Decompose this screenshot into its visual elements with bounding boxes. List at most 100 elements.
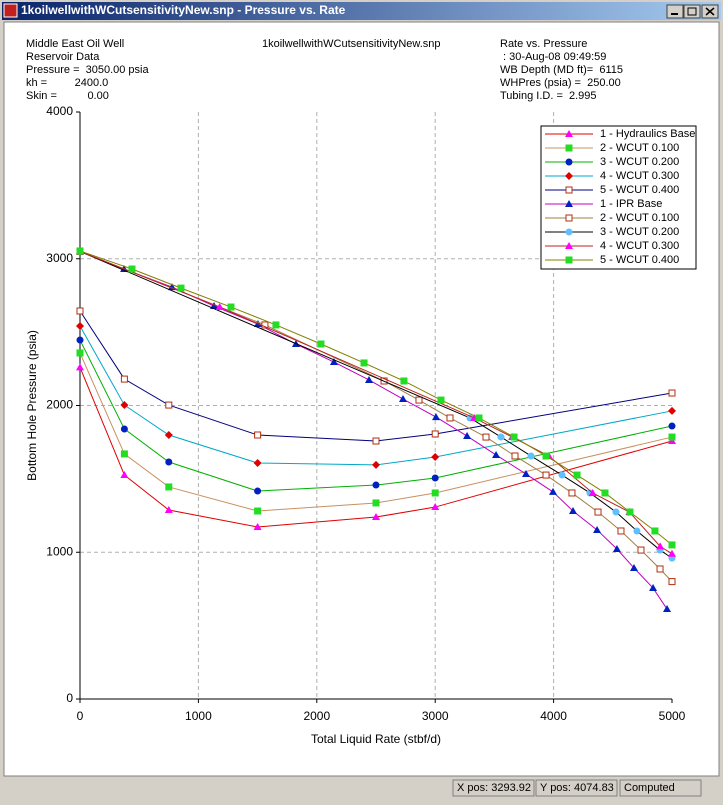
marker	[76, 336, 84, 344]
header-right-line: : 30-Aug-08 09:49:59	[500, 51, 606, 63]
header-center: 1koilwellwithWCutsensitivityNew.snp	[262, 38, 441, 50]
marker	[573, 471, 581, 479]
marker	[253, 459, 262, 468]
minimize-button[interactable]	[666, 4, 684, 19]
marker	[372, 481, 380, 489]
marker	[128, 265, 136, 273]
marker	[637, 546, 645, 554]
marker	[120, 450, 128, 458]
marker	[656, 565, 664, 573]
legend-label: 3 - WCUT 0.200	[600, 156, 679, 168]
marker	[446, 414, 454, 422]
marker	[317, 340, 325, 348]
marker	[542, 471, 550, 479]
marker	[210, 302, 219, 310]
marker	[76, 363, 84, 371]
marker	[215, 303, 224, 311]
header-left-line: Pressure = 3050.00 psia	[26, 64, 149, 76]
marker	[164, 505, 173, 513]
app-icon	[3, 3, 18, 18]
marker	[329, 358, 338, 366]
marker	[593, 525, 602, 533]
marker	[431, 453, 440, 462]
marker	[565, 144, 573, 152]
marker	[668, 422, 676, 430]
marker	[431, 430, 439, 438]
x-tick-label: 0	[77, 709, 84, 723]
marker	[629, 563, 638, 571]
marker	[497, 433, 505, 441]
x-tick-label: 5000	[659, 709, 686, 723]
marker	[120, 425, 128, 433]
marker	[565, 130, 573, 137]
header-right-line: Rate vs. Pressure	[500, 38, 587, 50]
marker	[76, 321, 84, 330]
y-tick-label: 3000	[46, 251, 73, 265]
marker	[558, 471, 566, 479]
marker	[431, 489, 439, 497]
marker	[177, 284, 185, 292]
marker	[617, 527, 625, 535]
marker	[165, 401, 173, 409]
marker	[668, 433, 676, 441]
marker	[511, 452, 519, 460]
y-tick-label: 4000	[46, 104, 73, 118]
marker	[633, 527, 641, 535]
title-bar	[2, 2, 721, 20]
marker	[253, 523, 262, 531]
marker	[415, 396, 423, 404]
legend-label: 1 - Hydraulics Base	[600, 128, 695, 140]
legend-label: 2 - WCUT 0.100	[600, 142, 679, 154]
y-tick-label: 0	[66, 691, 73, 705]
marker	[565, 172, 573, 180]
marker	[432, 413, 441, 421]
marker	[120, 471, 129, 479]
marker	[76, 307, 84, 315]
marker	[594, 508, 602, 516]
marker	[565, 200, 573, 207]
x-tick-label: 1000	[185, 709, 212, 723]
marker	[522, 470, 531, 478]
legend-label: 4 - WCUT 0.300	[600, 170, 679, 182]
marker	[510, 433, 518, 441]
marker	[400, 377, 408, 385]
y-tick-label: 1000	[46, 544, 73, 558]
marker	[365, 375, 374, 383]
header-left-line: Reservoir Data	[26, 51, 100, 63]
legend: 1 - Hydraulics Base 2 - WCUT 0.100 3 - WCU…	[540, 125, 697, 270]
marker	[588, 488, 597, 496]
header-left-line: kh = 2400.0	[26, 77, 108, 89]
legend-label: 5 - WCUT 0.400	[600, 254, 679, 266]
marker	[612, 508, 620, 516]
marker	[360, 359, 368, 367]
marker	[254, 487, 262, 495]
marker	[482, 433, 490, 441]
marker	[164, 430, 173, 439]
marker	[76, 349, 84, 357]
marker	[372, 437, 380, 445]
marker	[431, 474, 439, 482]
marker	[254, 507, 262, 515]
marker	[165, 483, 173, 491]
marker	[626, 508, 634, 516]
legend-label: 2 - WCUT 0.100	[600, 212, 679, 224]
status-x-pos: X pos: 3293.92	[457, 782, 531, 794]
close-button[interactable]	[701, 4, 719, 19]
marker	[668, 406, 676, 415]
series-line	[79, 250, 673, 559]
marker	[601, 489, 609, 497]
marker	[492, 450, 501, 458]
legend-label: 4 - WCUT 0.300	[600, 240, 679, 252]
marker	[565, 214, 573, 222]
marker	[549, 487, 558, 495]
header-right-line: WHPres (psia) = 250.00	[500, 77, 621, 89]
marker	[569, 507, 578, 515]
marker	[120, 375, 128, 383]
marker	[372, 499, 380, 507]
x-axis-label: Total Liquid Rate (stbf/d)	[311, 732, 441, 746]
header-right-line: Tubing I.D. = 2.995	[500, 90, 597, 102]
marker	[165, 458, 173, 466]
marker	[565, 186, 573, 194]
marker	[668, 549, 676, 557]
maximize-button[interactable]	[683, 4, 701, 19]
